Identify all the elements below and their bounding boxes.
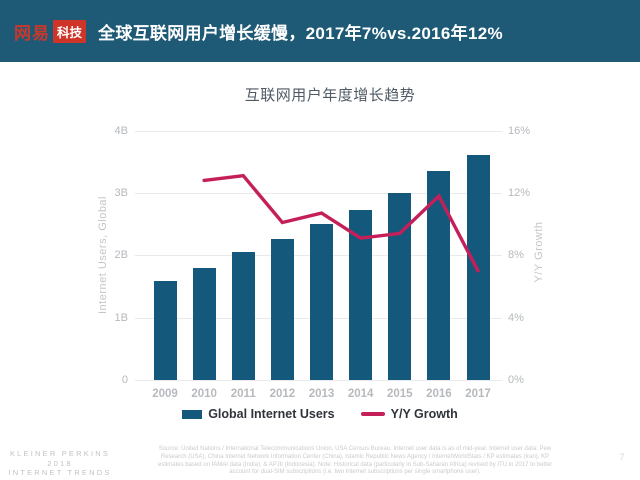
left-axis-tick: 0 xyxy=(121,374,128,386)
page-title: 全球互联网用户增长缓慢，2017年7%vs.2016年12% xyxy=(98,23,503,43)
chart-title: 互联网用户年度增长趋势 xyxy=(244,87,416,104)
right-axis-tick: 8% xyxy=(508,249,524,262)
gridline xyxy=(135,380,502,381)
year-label: 2013 xyxy=(308,388,335,400)
source-note: Source: United Nations / International T… xyxy=(157,446,553,476)
bar-2012 xyxy=(270,239,294,380)
header-bar: 网易 科技 全球互联网用户增长缓慢，2017年7%vs.2016年12% xyxy=(0,0,640,62)
left-axis-tick: 3B xyxy=(114,186,128,199)
brand-line: INTERNET TRENDS xyxy=(8,468,112,477)
page-number: 7 xyxy=(619,452,625,462)
left-axis-label: Internet Users, Global xyxy=(97,196,109,314)
year-label: 2012 xyxy=(269,388,296,400)
bar-2017 xyxy=(466,155,490,380)
left-axis-tick: 2B xyxy=(114,249,128,262)
legend-label: Global Internet Users xyxy=(208,407,335,421)
right-axis-label: Y/Y Growth xyxy=(533,221,545,283)
legend-bar-swatch xyxy=(182,409,203,419)
bar-2010 xyxy=(192,267,216,380)
left-axis-tick: 4B xyxy=(114,124,128,137)
legend-item: Y/Y Growth xyxy=(360,407,458,421)
year-label: 2009 xyxy=(152,388,178,400)
brand-block: KLEINER PERKINS 2018 INTERNET TRENDS xyxy=(5,449,115,478)
right-axis-tick: 12% xyxy=(508,186,531,199)
right-axis-tick: 16% xyxy=(508,124,531,137)
left-axis-tick: 1B xyxy=(114,311,128,324)
year-label: 2016 xyxy=(426,388,452,400)
bar-2009 xyxy=(153,280,177,380)
brand-line: 2018 xyxy=(47,458,73,468)
year-label: 2010 xyxy=(191,388,217,400)
right-axis-tick: 4% xyxy=(508,311,524,324)
bar-2016 xyxy=(427,171,451,380)
netease-logo: 网易 xyxy=(14,23,50,43)
bar-2015 xyxy=(388,192,412,380)
netease-tech-badge: 科技 xyxy=(53,19,87,43)
year-label: 2011 xyxy=(230,388,256,400)
bar-2013 xyxy=(310,224,333,380)
legend-line-swatch xyxy=(360,412,385,416)
legend-label: Y/Y Growth xyxy=(390,407,458,421)
year-label: 2017 xyxy=(465,388,491,400)
legend-item: Global Internet Users xyxy=(182,407,335,421)
brand-line: KLEINER PERKINS xyxy=(9,449,111,458)
year-label: 2015 xyxy=(386,388,413,400)
gridline xyxy=(135,130,502,132)
year-label: 2014 xyxy=(347,388,374,400)
legend: Global Internet Users Y/Y Growth xyxy=(0,407,640,421)
bar-2011 xyxy=(231,252,255,380)
bar-2014 xyxy=(349,209,373,380)
right-axis-tick: 0% xyxy=(508,374,524,386)
